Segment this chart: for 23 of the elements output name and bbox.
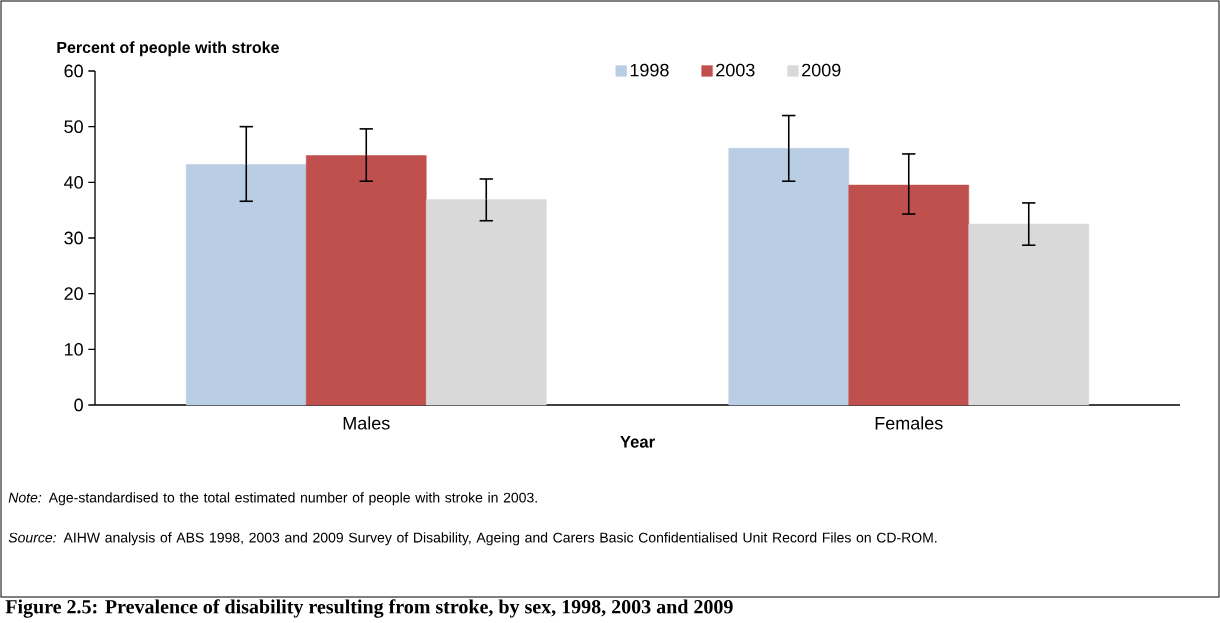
text: Figure 2.5: Prevalence of disability resulting from stroke, by sex, 1998, 2003 and 2009: [5, 599, 733, 618]
bar: [968, 223, 1090, 406]
y-tick-label: 30: [64, 231, 83, 245]
y-tick-label: 60: [64, 64, 83, 78]
bar: [305, 155, 427, 406]
text: Source: AIHW analysis of ABS 1998, 2003 and 2009 Survey of Disability, Ageing and Carers Basic Confidentialised Unit Record Files on CD-ROM.: [8, 532, 937, 546]
x-tick-label: Males: [343, 416, 390, 430]
legend-label: 2003: [716, 63, 755, 77]
y-axis-title: Percent of people with stroke: [57, 41, 279, 57]
y-tick-label: 20: [64, 287, 83, 301]
y-tick-label: 10: [64, 342, 83, 356]
x-axis-title: Year: [620, 436, 655, 448]
bar: [728, 148, 850, 406]
legend-label: 1998: [630, 63, 669, 77]
y-tick-label: 40: [64, 175, 83, 189]
y-tick-label: 50: [64, 120, 83, 134]
bar: [185, 164, 307, 406]
bar: [425, 199, 547, 406]
x-tick-label: Females: [875, 416, 943, 430]
legend-label: 2009: [802, 63, 841, 77]
y-tick-label: 0: [74, 398, 83, 412]
bar: [848, 184, 970, 406]
text: Note: Age-standardised to the total estimated number of people with stroke in 2003.: [8, 492, 537, 506]
